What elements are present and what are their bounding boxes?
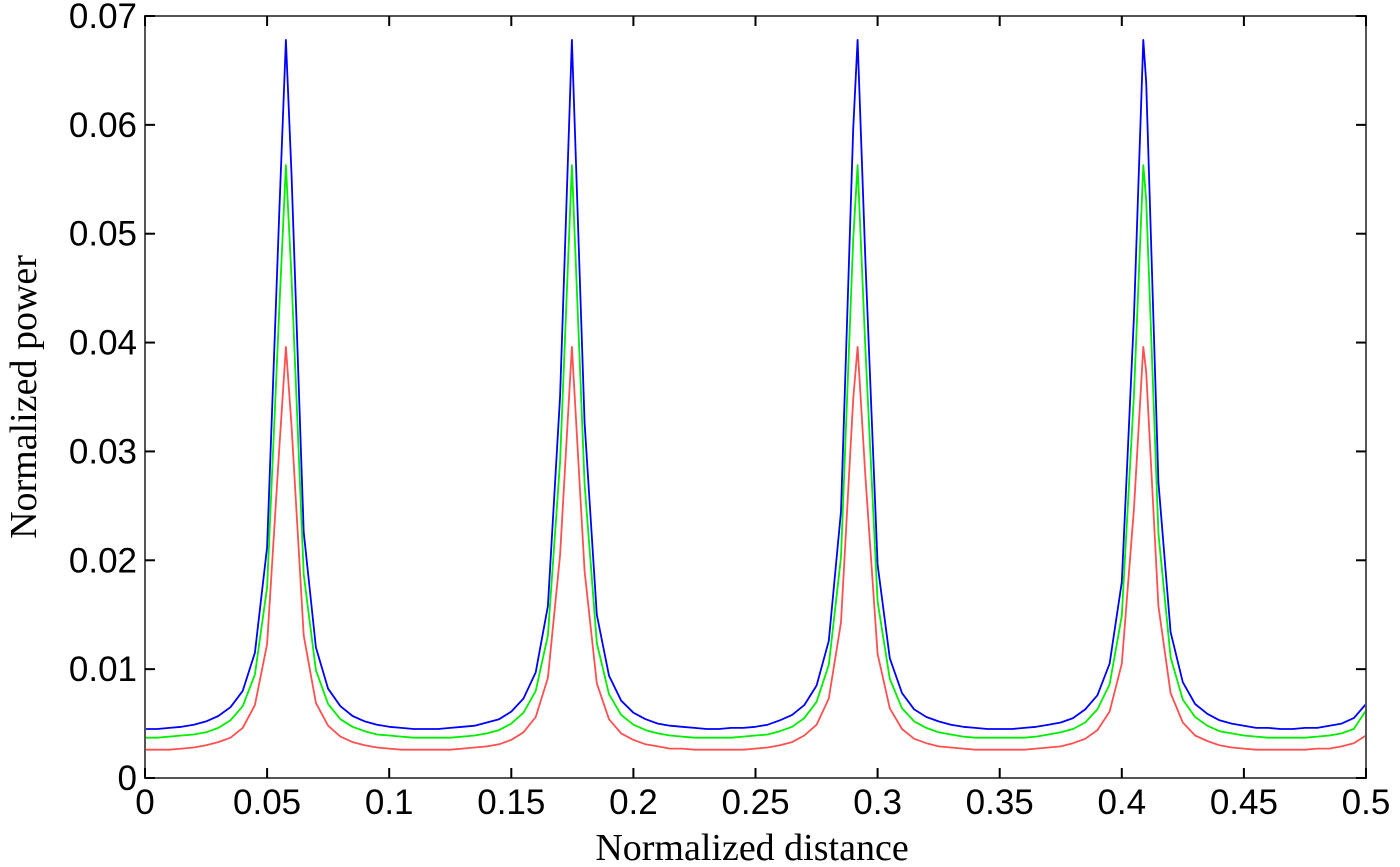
y-tick-labels: 0 0.01 0.02 0.03 0.04 0.05 0.06 0.07 [69,0,137,798]
series-line-red [145,346,1367,751]
x-tick-label: 0.3 [853,783,902,822]
y-tick-label: 0.03 [69,432,137,471]
series-layer [145,39,1367,751]
x-tick-label: 0 [135,783,154,822]
x-tick-label: 0.45 [1210,783,1278,822]
x-tick-labels: 0 0.05 0.1 0.15 0.2 0.25 0.3 0.35 0.4 0.45 0.5 [135,783,1390,822]
x-tick-label: 0.05 [233,783,301,822]
y-tick-label: 0.04 [69,324,137,363]
y-tick-label: 0.07 [69,0,137,36]
x-tick-label: 0.2 [609,783,658,822]
x-axis-title: Normalized distance [595,827,908,867]
x-tick-label: 0.1 [365,783,414,822]
x-tick-label: 0.35 [966,783,1034,822]
y-tick-label: 0.05 [69,215,137,254]
y-tick-label: 0.06 [69,106,137,145]
y-tick-label: 0.01 [69,650,137,689]
ticks-layer [144,15,1367,779]
x-tick-label: 0.5 [1342,783,1391,822]
x-tick-label: 0.15 [477,783,545,822]
series-line-blue [145,39,1367,730]
y-axis-title: Normalized power [3,255,45,539]
x-tick-label: 0.4 [1097,783,1146,822]
y-tick-label: 0.02 [69,541,137,580]
x-tick-label: 0.25 [721,783,789,822]
y-tick-label: 0 [118,759,137,798]
series-line-green [145,164,1367,739]
